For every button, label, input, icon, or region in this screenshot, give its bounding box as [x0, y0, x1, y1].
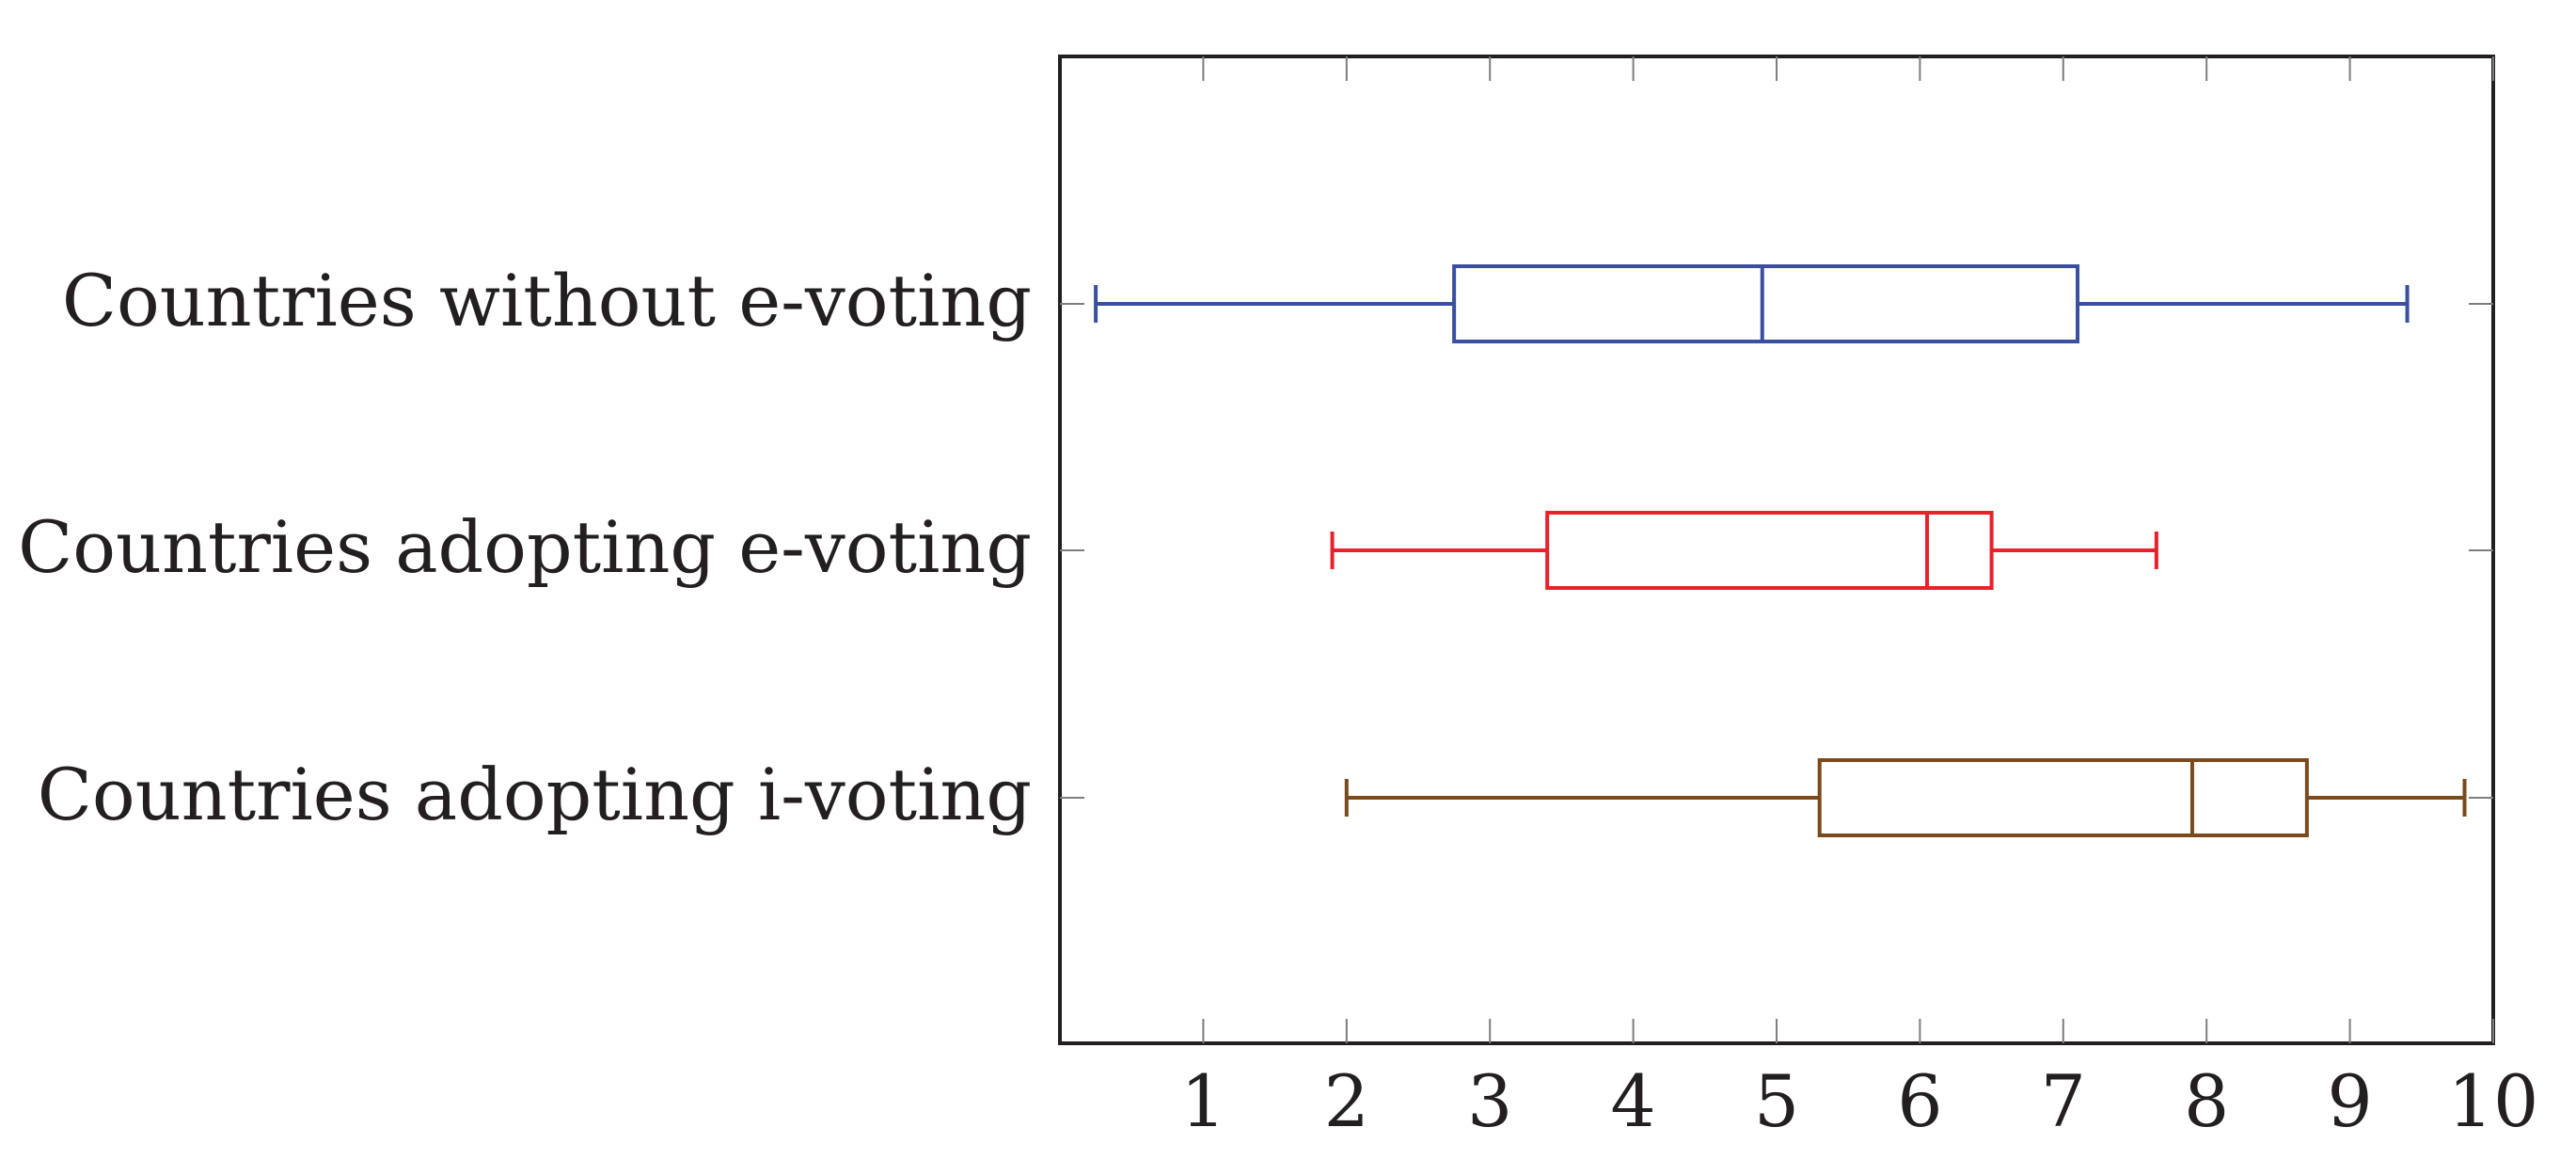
x-tick-label: 5	[1754, 1059, 1799, 1143]
box-series	[1094, 264, 2467, 837]
axis-ticks	[1060, 56, 2494, 1043]
x-tick-label: 1	[1180, 1059, 1225, 1143]
x-tick-label: 9	[2327, 1059, 2372, 1143]
plot-frame	[1058, 55, 2495, 1045]
y-category-label: Countries without e-voting	[62, 259, 1032, 342]
iqr-box	[1452, 264, 2080, 343]
x-tick-label: 4	[1610, 1059, 1655, 1143]
y-category-label: Countries adopting i-voting	[38, 753, 1032, 836]
box-series-group	[1344, 758, 2467, 837]
x-tick-label: 7	[2041, 1059, 2086, 1143]
y-category-label: Countries adopting e-voting	[18, 505, 1032, 589]
box-series-group	[1330, 511, 2158, 590]
x-tick-label: 2	[1324, 1059, 1369, 1143]
box-series-group	[1094, 264, 2410, 343]
x-tick-label: 3	[1467, 1059, 1512, 1143]
x-tick-label: 8	[2184, 1059, 2229, 1143]
iqr-box	[1545, 511, 1994, 590]
iqr-box	[1817, 758, 2309, 837]
axis-labels: 1 2 3 4 5 6 7 8 9 10 Countries without e-voting Cou…	[18, 259, 2538, 1143]
x-tick-label: 6	[1897, 1059, 1942, 1143]
x-tick-label: 10	[2448, 1059, 2539, 1143]
